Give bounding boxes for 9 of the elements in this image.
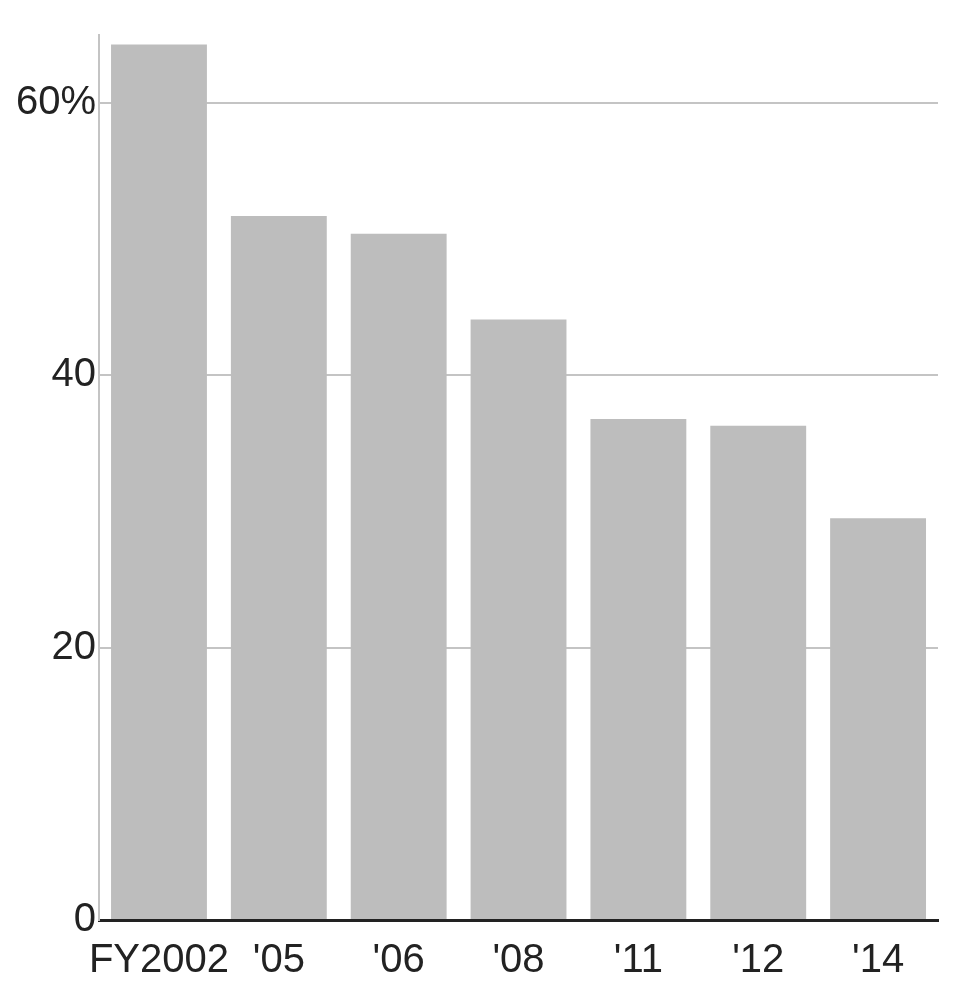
y-tick-label: 20 [51, 622, 97, 667]
x-tick-label: '14 [852, 936, 905, 981]
x-tick-label: '12 [732, 936, 785, 981]
x-tick-label: '05 [252, 936, 305, 981]
x-tick-label: '08 [492, 936, 545, 981]
y-tick-label: 60% [16, 78, 97, 123]
x-tick-label: '06 [372, 936, 425, 981]
y-tick-label: 40 [51, 350, 97, 395]
x-tick-label: '11 [613, 936, 663, 981]
